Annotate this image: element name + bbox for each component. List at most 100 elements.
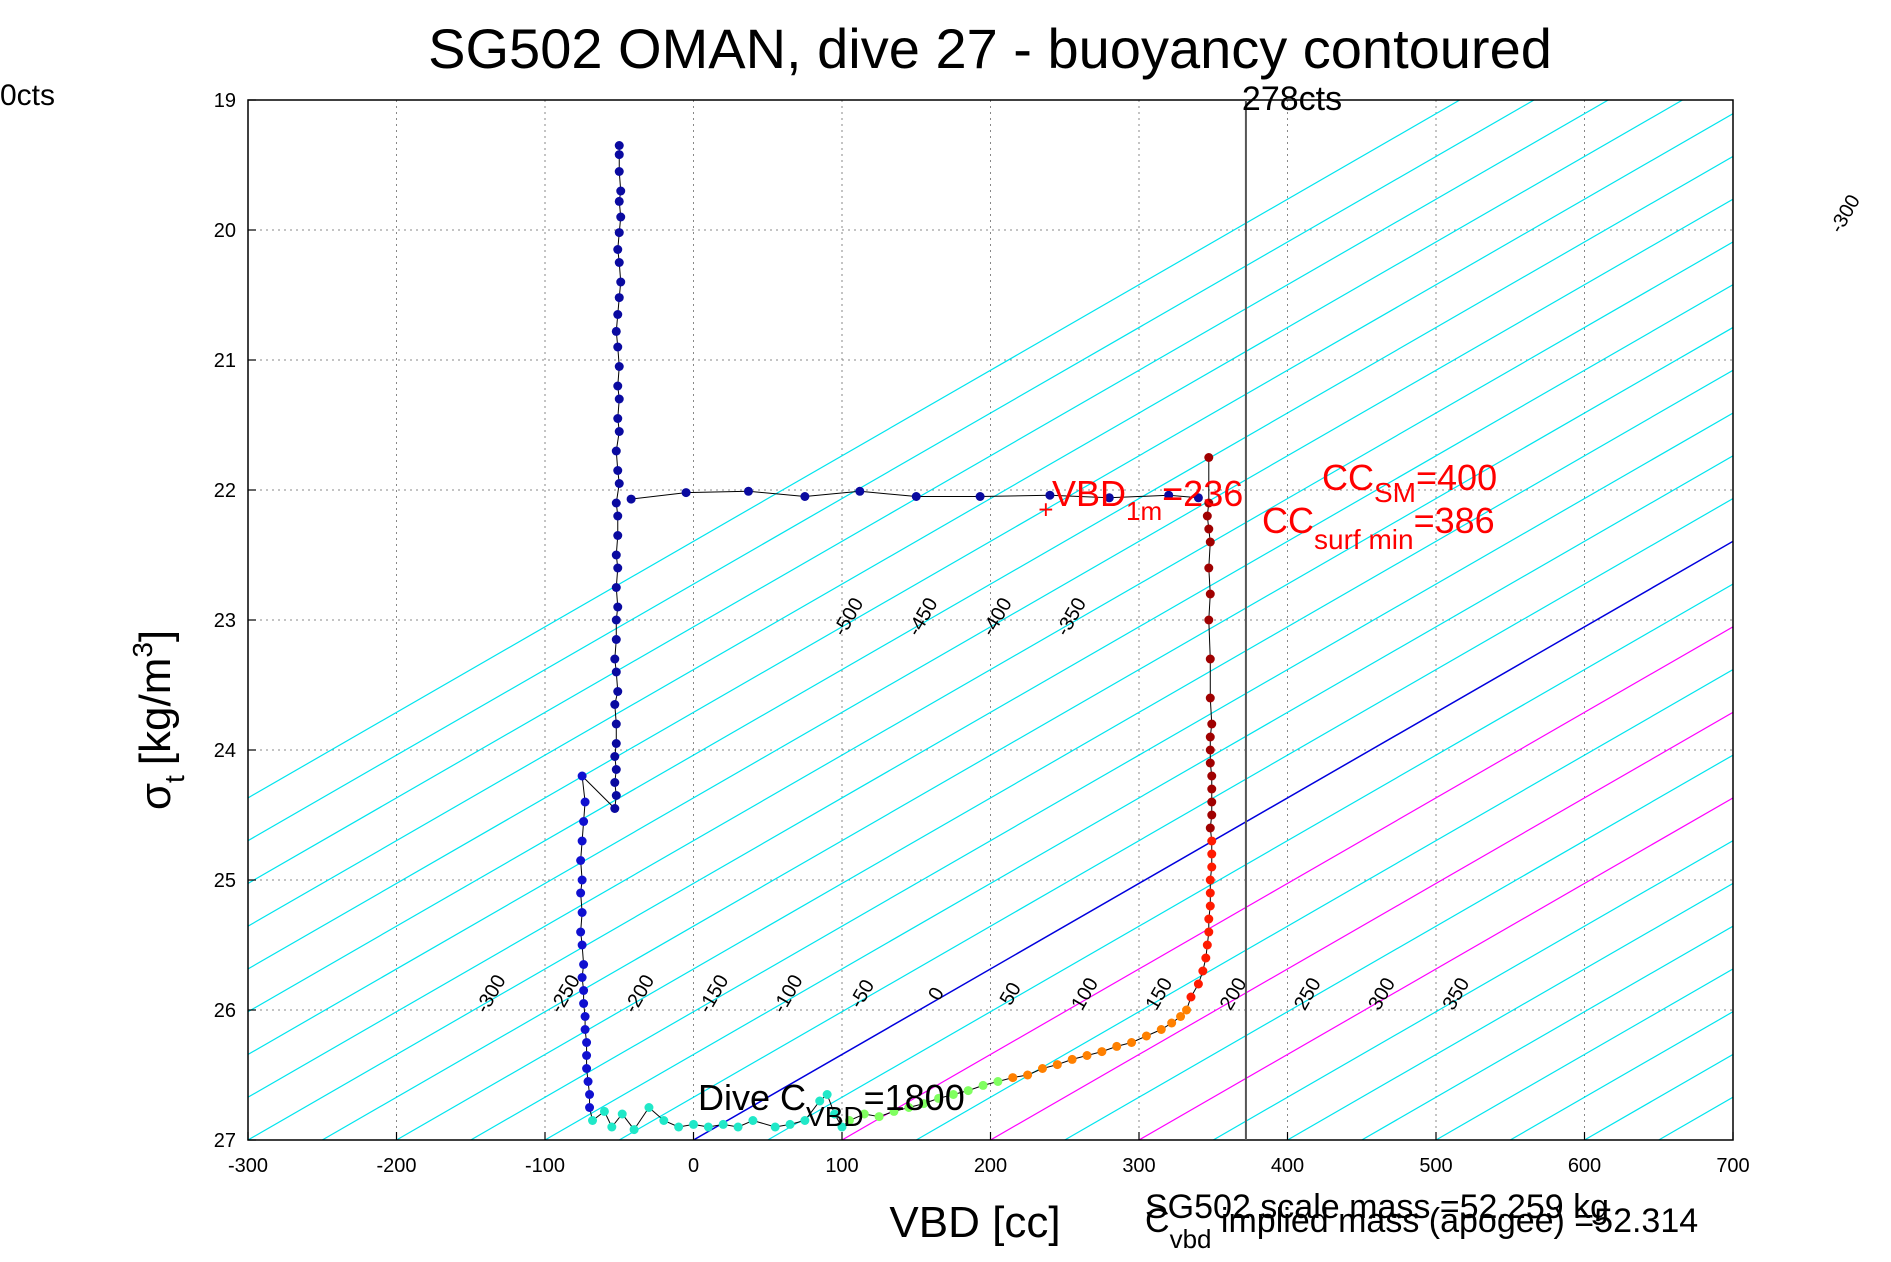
data-point [681, 488, 691, 498]
data-point [580, 1012, 590, 1021]
data-point [874, 1112, 884, 1122]
data-point [1052, 1060, 1062, 1070]
vbd1m-main: VBD [1052, 473, 1126, 514]
y-label-units: [kg/m [131, 658, 180, 766]
contour-line [248, 100, 1609, 885]
dive-c-value: =1800 [864, 1077, 965, 1118]
x-tick-label: 700 [1716, 1155, 1749, 1177]
contour-labels: -300-250-200-150-100-5005010015020025030… [472, 191, 1865, 1017]
y-tick-label: 20 [214, 220, 236, 242]
data-point [975, 492, 985, 501]
data-point [611, 667, 621, 677]
implied-mass-annotation: Cvbd implied mass (apogee) =52.314 [1145, 1202, 1698, 1254]
data-point [607, 1122, 617, 1132]
contour-label: -150 [694, 971, 733, 1017]
chart-title: SG502 OMAN, dive 27 - buoyancy contoured [428, 17, 1552, 80]
data-point [577, 771, 587, 781]
data-point [1205, 901, 1215, 911]
data-point [1205, 888, 1215, 898]
data-point [610, 700, 620, 709]
data-point [611, 446, 621, 456]
data-point [1104, 493, 1114, 503]
data-point [579, 817, 589, 826]
dive-c-main: Dive C [698, 1077, 806, 1118]
contour-line [618, 497, 1733, 1140]
data-point [1193, 493, 1203, 503]
y-tick-label: 22 [214, 480, 236, 502]
data-point [1176, 1012, 1186, 1021]
x-tick-label: -100 [525, 1155, 565, 1177]
y-tick-label: 21 [214, 350, 236, 372]
data-point [1167, 1018, 1177, 1028]
data-point [610, 752, 620, 761]
data-point [614, 427, 624, 436]
data-point [1097, 1047, 1107, 1057]
contour-line [1138, 797, 1733, 1140]
contour-label: 0 [924, 984, 949, 1005]
data-point [911, 492, 921, 501]
vbd1m-value: =236 [1162, 473, 1243, 514]
cc-sm-annotation: CCSM=400 [1322, 457, 1497, 508]
contour-label: -300 [1826, 191, 1865, 237]
data-point [1141, 1031, 1151, 1041]
contour-label: 250 [1290, 974, 1326, 1014]
data-point [1204, 914, 1214, 924]
data-point [614, 362, 624, 371]
data-point [1204, 615, 1214, 625]
data-point [611, 615, 621, 625]
data-point [743, 486, 753, 496]
data-point [889, 1106, 899, 1116]
y-tick-label: 23 [214, 610, 236, 632]
data-point [616, 212, 626, 222]
data-point [822, 1090, 832, 1099]
data-point [613, 687, 623, 696]
data-point [1204, 453, 1214, 462]
cc-surf-value: =386 [1414, 500, 1495, 541]
data-point [611, 498, 621, 508]
vbd1m-annotation: + VBD1m=236 [1038, 473, 1243, 526]
contour-line [841, 626, 1733, 1140]
data-point [580, 797, 590, 807]
data-point [1193, 979, 1203, 989]
data-point [582, 1064, 592, 1073]
data-point [815, 1096, 825, 1106]
cc-sm-main: CC [1322, 457, 1374, 498]
contour-line [1658, 1096, 1733, 1140]
implied-sub: vbd [1170, 1224, 1212, 1254]
contour-line [915, 668, 1733, 1140]
data-point [613, 563, 623, 573]
contour-label: -400 [978, 594, 1017, 640]
buoyancy-contours [248, 100, 1733, 1140]
axis-ticks: -300 -200 -100 0 100 200 300 400 500 600 700192021… [214, 90, 1750, 1177]
y-tick-label: 27 [214, 1130, 236, 1152]
x-tick-label: -200 [376, 1155, 416, 1177]
data-point [614, 167, 624, 176]
contour-line [1212, 839, 1733, 1140]
contour-line [693, 540, 1733, 1140]
dive-c-sub: VBD [806, 1101, 864, 1132]
data-point [1207, 862, 1217, 872]
data-point [613, 310, 623, 319]
data-point [1182, 1005, 1192, 1015]
data-point [576, 927, 586, 937]
contour-label: 100 [1067, 974, 1103, 1014]
data-point [934, 1093, 944, 1103]
data-point [585, 1090, 595, 1099]
contour-label: -200 [620, 971, 659, 1017]
data-point [613, 531, 623, 540]
data-point [770, 1122, 780, 1132]
data-point [577, 940, 587, 950]
x-tick-label: 0 [688, 1155, 699, 1177]
data-point [582, 1038, 592, 1047]
data-point [1205, 758, 1215, 768]
x-tick-label: 500 [1419, 1155, 1452, 1177]
data-point [718, 1119, 728, 1129]
x-tick-label: 400 [1271, 1155, 1304, 1177]
x-tick-label: 100 [825, 1155, 858, 1177]
data-point [1201, 953, 1211, 963]
contour-line [470, 412, 1733, 1140]
x-tick-label: 200 [974, 1155, 1007, 1177]
dive-c-annotation: Dive CVBD=1800 [698, 1077, 965, 1132]
data-point [1207, 849, 1217, 859]
data-point [614, 196, 624, 206]
